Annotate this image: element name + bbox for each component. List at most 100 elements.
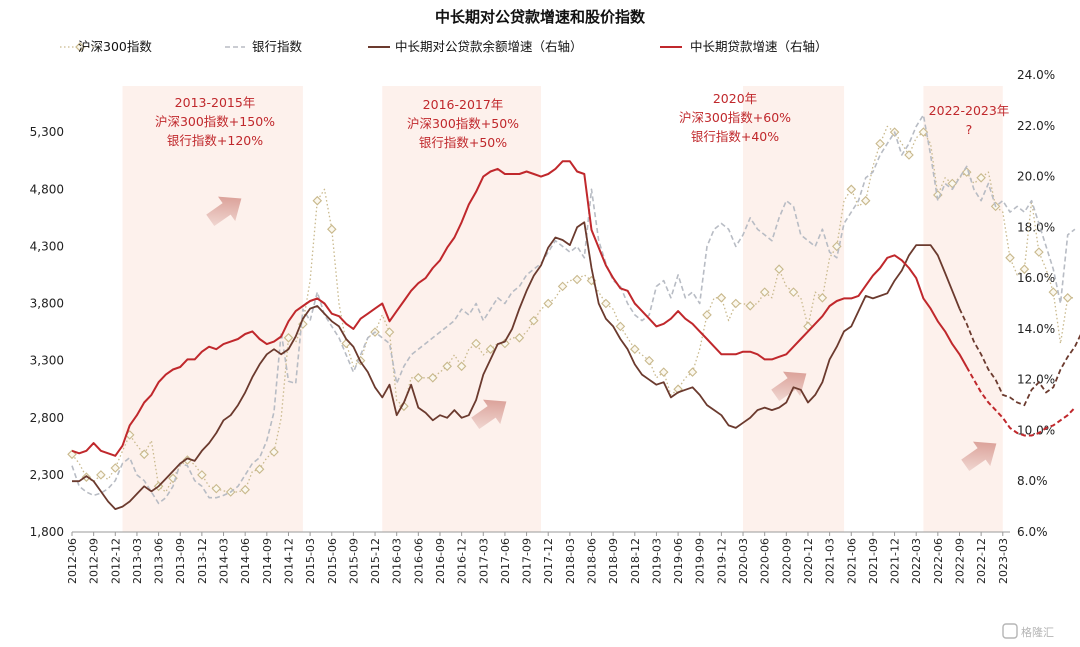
annotation-line: 银行指数+40% (691, 129, 779, 144)
legend-item-4: 中长期贷款增速（右轴） (660, 39, 828, 54)
trend-arrow-icon (771, 371, 807, 402)
x-tick-label: 2020-12 (802, 538, 815, 584)
data-point (514, 333, 525, 343)
y-right-tick-label: 14.0% (1017, 322, 1055, 336)
y-left-tick-label: 3,800 (30, 297, 64, 311)
y-left-tick-label: 5,300 (30, 125, 64, 139)
data-point (615, 321, 626, 332)
legend-item-3: 中长期对公贷款余额增速（右轴） (368, 39, 583, 54)
data-point (96, 470, 106, 480)
y-left-tick-label: 3,300 (30, 354, 64, 368)
y-right-tick-label: 10.0% (1017, 423, 1055, 437)
data-point (976, 173, 986, 183)
data-point (1034, 247, 1044, 257)
y-left-tick-label: 4,800 (30, 182, 64, 196)
data-point (731, 298, 741, 309)
y-left-tick-label: 4,300 (30, 239, 64, 253)
annotation-line: 银行指数+120% (167, 133, 263, 148)
x-tick-label: 2019-03 (650, 538, 663, 584)
shaded-period-4 (923, 86, 1003, 532)
series-line (71, 114, 1076, 505)
data-point (269, 447, 279, 457)
x-tick-label: 2016-03 (391, 538, 404, 584)
data-point (529, 315, 539, 326)
shaded-periods (122, 86, 1003, 532)
legend-label: 中长期对公贷款余额增速（右轴） (395, 39, 583, 54)
x-tick-label: 2018-12 (629, 538, 642, 584)
x-tick-label: 2021-06 (845, 538, 858, 584)
legend-label: 银行指数 (252, 39, 303, 54)
x-tick-label: 2017-09 (521, 538, 534, 584)
x-tick-label: 2013-03 (131, 538, 144, 584)
x-tick-label: 2017-03 (477, 538, 490, 584)
x-tick-label: 2022-06 (932, 538, 945, 584)
data-point (456, 361, 467, 372)
legend: 沪深300指数 银行指数 中长期对公贷款余额增速（右轴） 中长期贷款增速（右轴） (60, 39, 828, 54)
data-point (745, 301, 755, 311)
x-tick-label: 2012-12 (109, 538, 122, 584)
data-point (904, 150, 914, 160)
x-tick-label: 2014-12 (282, 538, 295, 584)
data-point (211, 483, 222, 494)
series-2 (71, 114, 1076, 505)
x-tick-label: 2014-06 (239, 538, 252, 584)
data-point (384, 327, 395, 337)
x-tick-label: 2022-12 (975, 538, 988, 584)
data-point (1048, 287, 1059, 297)
legend-item-2: 银行指数 (225, 39, 303, 54)
x-tick-label: 2021-03 (824, 538, 837, 584)
annotation-line: 2016-2017年 (423, 97, 504, 112)
data-point (846, 184, 857, 195)
data-point (572, 274, 582, 285)
x-tick-label: 2017-06 (499, 538, 512, 584)
x-tick-label: 2019-12 (715, 538, 728, 584)
data-point (788, 287, 799, 297)
axes: 1,800 2,300 2,800 3,300 3,800 4,300 4,800 5,300… (30, 68, 1055, 584)
x-tick-label: 2020-09 (780, 538, 793, 584)
y-right-tick-label: 20.0% (1017, 170, 1055, 184)
data-point (1062, 293, 1073, 303)
x-tick-label: 2016-12 (456, 538, 469, 584)
y-right-tick-label: 24.0% (1017, 68, 1055, 82)
x-tick-label: 2013-06 (153, 538, 166, 584)
data-point (759, 287, 770, 297)
x-tick-label: 2017-12 (542, 538, 555, 584)
data-point (254, 464, 265, 474)
y-right-tick-label: 16.0% (1017, 271, 1055, 285)
x-tick-label: 2014-03 (218, 538, 231, 584)
x-tick-label: 2014-09 (261, 538, 274, 584)
shaded-period-3 (743, 86, 845, 532)
diamond-marker (75, 42, 85, 52)
annotation-4: 2022-2023年? (929, 103, 1010, 137)
data-point (947, 178, 958, 189)
chart-title: 中长期对公贷款增速和股价指数 (434, 8, 645, 26)
data-point (601, 298, 611, 309)
shaded-period-1 (122, 86, 303, 532)
data-point (428, 373, 438, 383)
data-point (557, 281, 568, 292)
y-right-tick-label: 22.0% (1017, 119, 1055, 133)
x-tick-label: 2022-03 (910, 538, 923, 584)
y-right-tick-label: 6.0% (1017, 525, 1048, 539)
data-point (1005, 253, 1015, 263)
data-point (413, 373, 424, 383)
x-tick-label: 2020-06 (759, 538, 772, 584)
x-tick-label: 2018-09 (607, 538, 620, 584)
x-tick-label: 2015-09 (347, 538, 360, 584)
annotation-line: 2020年 (713, 91, 757, 106)
series-line (71, 160, 968, 457)
data-point (658, 367, 669, 377)
watermark-logo: 格隆汇 (1002, 623, 1054, 639)
x-tick-label: 2022-09 (953, 538, 966, 584)
legend-label: 中长期贷款增速（右轴） (690, 39, 828, 54)
data-point (630, 344, 640, 354)
data-point (1019, 264, 1030, 274)
annotation-line: 沪深300指数+50% (407, 116, 519, 131)
data-point (817, 293, 828, 303)
x-tick-label: 2021-12 (889, 538, 902, 584)
series-4 (71, 160, 1076, 457)
